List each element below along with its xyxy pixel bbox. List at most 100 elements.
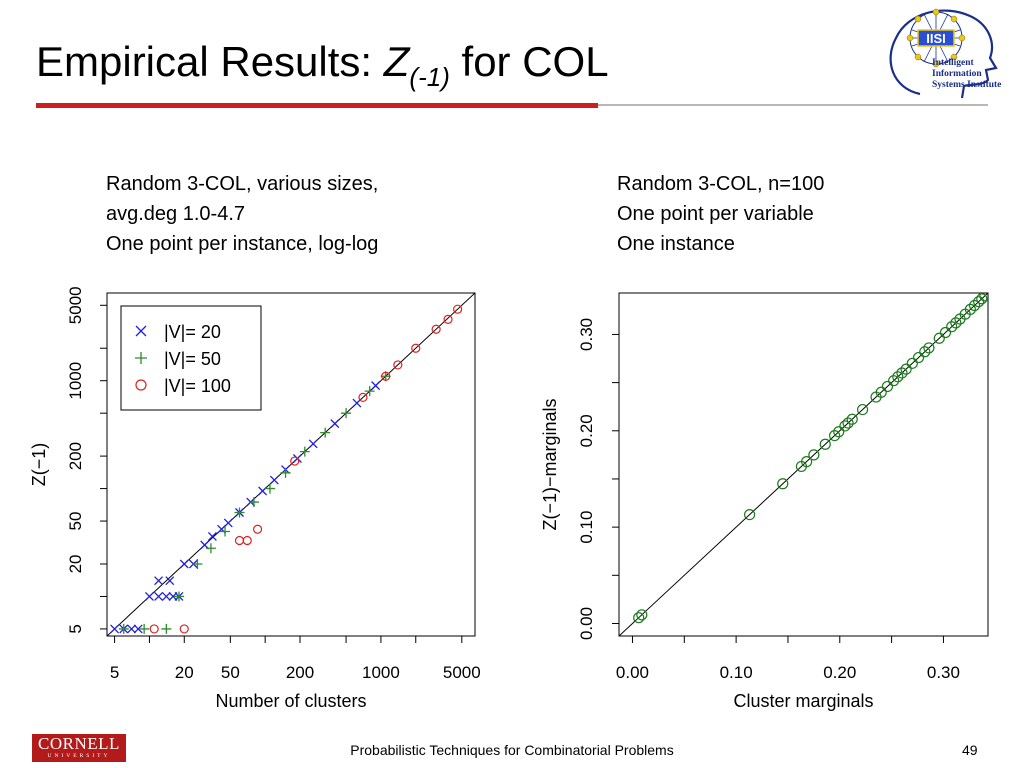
- legend-label: |V|= 50: [164, 349, 221, 369]
- left-caption-line1: Random 3-COL, various sizes,: [106, 173, 379, 195]
- data-point-x: [371, 381, 381, 391]
- loglog-scatter-chart: 5 20 50 200 1000 5000 5 20 50 200 1000 5000 Number o…: [29, 286, 481, 711]
- data-point-circle: [636, 609, 648, 621]
- data-point-+: [341, 408, 352, 419]
- data-point-o: [443, 314, 453, 324]
- data-point-circle: [777, 478, 789, 490]
- logo-caption-line2: Systems Institute: [932, 80, 1002, 90]
- data-point-circle: [973, 296, 985, 308]
- data-point-circle: [933, 332, 945, 344]
- y-tick-label: 5000: [66, 286, 85, 324]
- data-point-circle: [900, 363, 912, 375]
- y-tick-label: 50: [66, 512, 85, 531]
- page-number: 49: [962, 742, 978, 758]
- data-point-circle: [954, 313, 966, 325]
- y-tick-label: 1000: [66, 362, 85, 400]
- data-point-+: [234, 507, 245, 518]
- right-caption-line1: Random 3-COL, n=100: [617, 173, 825, 195]
- data-point-circle: [633, 612, 645, 624]
- data-point-circle: [896, 367, 908, 379]
- data-point-circle: [946, 321, 958, 333]
- title-grey-rule: [598, 104, 988, 106]
- data-point-circle: [795, 460, 808, 473]
- data-point-circle: [875, 386, 887, 398]
- data-point-x: [330, 419, 340, 429]
- data-point-x: [179, 559, 189, 569]
- data-point-o: [393, 360, 403, 370]
- y-axis-label: Z(−1)−marginals: [540, 398, 560, 530]
- x-tick-label: 20: [175, 663, 194, 682]
- data-point-o: [242, 535, 252, 546]
- data-point-x: [207, 531, 217, 541]
- data-point-o: [381, 371, 391, 381]
- data-point-circle: [870, 391, 882, 403]
- data-point-x: [308, 439, 318, 449]
- x-tick-label: 5000: [443, 663, 481, 682]
- data-point-circle: [819, 438, 831, 450]
- legend-marker: [135, 379, 147, 391]
- data-point-circle: [964, 303, 976, 315]
- data-point-+: [139, 623, 150, 634]
- data-point-o: [290, 456, 300, 466]
- data-point-x: [165, 576, 175, 586]
- data-point-+: [280, 467, 291, 478]
- legend-label: |V|= 100: [164, 376, 231, 396]
- data-point-o: [149, 624, 159, 634]
- data-point-+: [205, 543, 216, 554]
- data-point-x: [127, 624, 136, 634]
- data-point-+: [173, 591, 184, 602]
- data-point-circle: [744, 509, 756, 521]
- x-axis-label: Number of clusters: [215, 691, 366, 711]
- data-point-o: [431, 324, 441, 334]
- legend-label: |V|= 20: [164, 322, 221, 342]
- cornell-logo: CORNELL UNIVERSITY: [32, 734, 126, 762]
- x-tick-label: 50: [221, 663, 240, 682]
- y-axis-label: Z(−1): [29, 443, 49, 487]
- plot-frame: [618, 292, 989, 637]
- x-tick-label: 200: [286, 663, 314, 682]
- data-point-x: [223, 518, 233, 528]
- data-point-+: [320, 427, 331, 438]
- data-point-+: [264, 483, 275, 494]
- data-point-circle: [801, 456, 813, 468]
- data-point-circle: [856, 403, 869, 416]
- data-point-o: [252, 524, 263, 534]
- data-point-+: [380, 371, 391, 382]
- logo-caption: Intelligent Information Systems Institut…: [932, 58, 1024, 91]
- data-point-+: [248, 497, 259, 508]
- title-z: Z: [383, 38, 410, 85]
- data-point-circle: [833, 426, 845, 438]
- title-suffix: for COL: [449, 38, 609, 85]
- iisi-logo: IISI: [889, 8, 998, 99]
- left-caption-line3: One point per instance, log-log: [106, 233, 379, 255]
- logo-caption-line1: Intelligent Information: [932, 58, 982, 79]
- x-tick-label: 1000: [362, 663, 400, 682]
- data-point-circle: [950, 317, 962, 329]
- data-point-+: [192, 558, 203, 569]
- data-point-circle: [976, 293, 988, 305]
- y-tick-label: 0.10: [577, 511, 596, 544]
- data-point-circle: [881, 380, 894, 393]
- data-point-+: [118, 623, 129, 634]
- left-caption: Random 3-COL, various sizes, avg.deg 1.0…: [106, 169, 378, 259]
- data-point-circle: [846, 413, 858, 425]
- data-point-x: [110, 624, 120, 634]
- y-tick-label: 0.30: [577, 318, 596, 351]
- points-group: [633, 293, 988, 624]
- logo-mark-text: IISI: [926, 31, 946, 46]
- x-tick-label: 0.30: [927, 663, 960, 682]
- data-point-x: [154, 576, 164, 586]
- x-tick-label: 0.10: [720, 663, 753, 682]
- title-accent-rule: [36, 103, 598, 108]
- legend-marker: [135, 352, 147, 364]
- y-tick-label: 0.00: [577, 607, 596, 640]
- data-point-circle: [912, 351, 925, 364]
- data-point-x: [154, 591, 164, 601]
- data-point-circle: [839, 420, 851, 432]
- data-point-circle: [919, 346, 931, 358]
- data-point-+: [364, 386, 375, 397]
- title-subscript: (-1): [409, 62, 450, 92]
- data-point-circle: [939, 326, 952, 339]
- x-tick-label: 5: [110, 663, 119, 682]
- points-group: [110, 304, 463, 634]
